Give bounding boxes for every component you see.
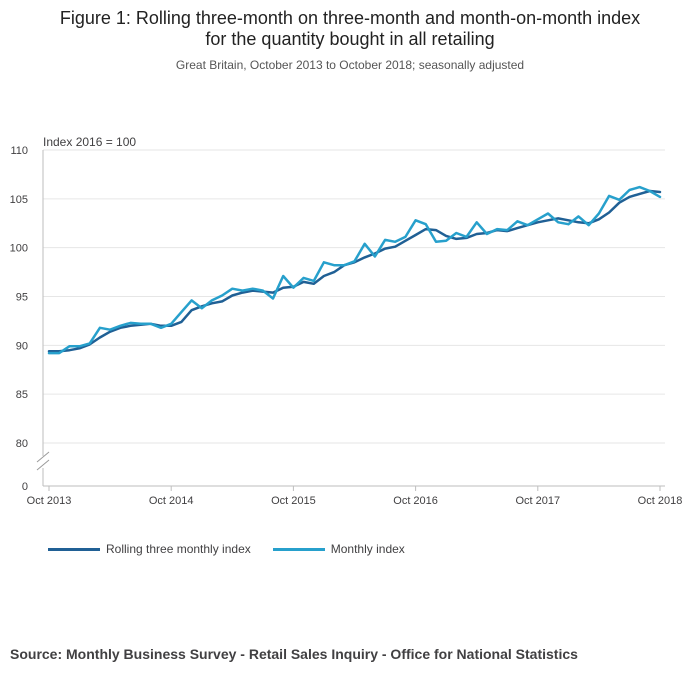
- x-tick-label-1: Oct 2014: [149, 495, 194, 507]
- legend-swatch-rolling: [48, 547, 100, 551]
- y-tick-label-110: 110: [10, 145, 28, 157]
- y-tick-label-90: 90: [16, 340, 28, 352]
- gridlines: [43, 149, 665, 444]
- axis-break-mark-2: [36, 459, 50, 471]
- y-tick-label-95: 95: [16, 292, 28, 304]
- x-tick-label-3: Oct 2016: [393, 495, 438, 507]
- legend-label-rolling: Rolling three monthly index: [106, 542, 251, 556]
- line-chart: 110 105 100 95 90 85 80 0 Oct 2013 Oct 2014 Oct 20…: [10, 135, 683, 507]
- chart-title-line-1: Figure 1: Rolling three-month on three-m…: [59, 8, 641, 28]
- legend: Rolling three monthly index Monthly inde…: [48, 542, 427, 556]
- legend-swatch-monthly: [272, 547, 325, 551]
- y-tick-label-80: 80: [16, 438, 28, 450]
- y-tick-label-85: 85: [16, 389, 28, 401]
- x-tick-label-4: Oct 2017: [515, 495, 560, 507]
- source-note: Source: Monthly Business Survey - Retail…: [10, 646, 578, 662]
- x-tick-label-2: Oct 2015: [271, 495, 316, 507]
- legend-label-monthly: Monthly index: [330, 542, 405, 556]
- y-tick-label-105: 105: [10, 194, 28, 206]
- y-tick-label-100: 100: [10, 243, 28, 255]
- x-tick-label-5: Oct 2018: [638, 495, 683, 507]
- chart-title: Figure 1: Rolling three-month on three-m…: [0, 8, 700, 50]
- series-line-rolling-three-monthly: [47, 189, 662, 353]
- legend-item-monthly[interactable]: Monthly index: [272, 542, 405, 556]
- axis-break-mark-1: [36, 451, 50, 463]
- chart-title-line-2: for the quantity bought in all retailing: [205, 29, 495, 49]
- series-line-monthly: [47, 185, 662, 355]
- y-tick-label-zero: 0: [22, 481, 28, 493]
- legend-item-rolling[interactable]: Rolling three monthly index: [48, 542, 251, 556]
- y-axis-label: Index 2016 = 100: [43, 135, 136, 149]
- series-lines: [47, 185, 662, 355]
- axes: 110 105 100 95 90 85 80 0 Oct 2013 Oct 2014 Oct 20…: [10, 145, 683, 507]
- chart-subtitle: Great Britain, October 2013 to October 2…: [175, 58, 525, 72]
- x-tick-label-0: Oct 2013: [27, 495, 72, 507]
